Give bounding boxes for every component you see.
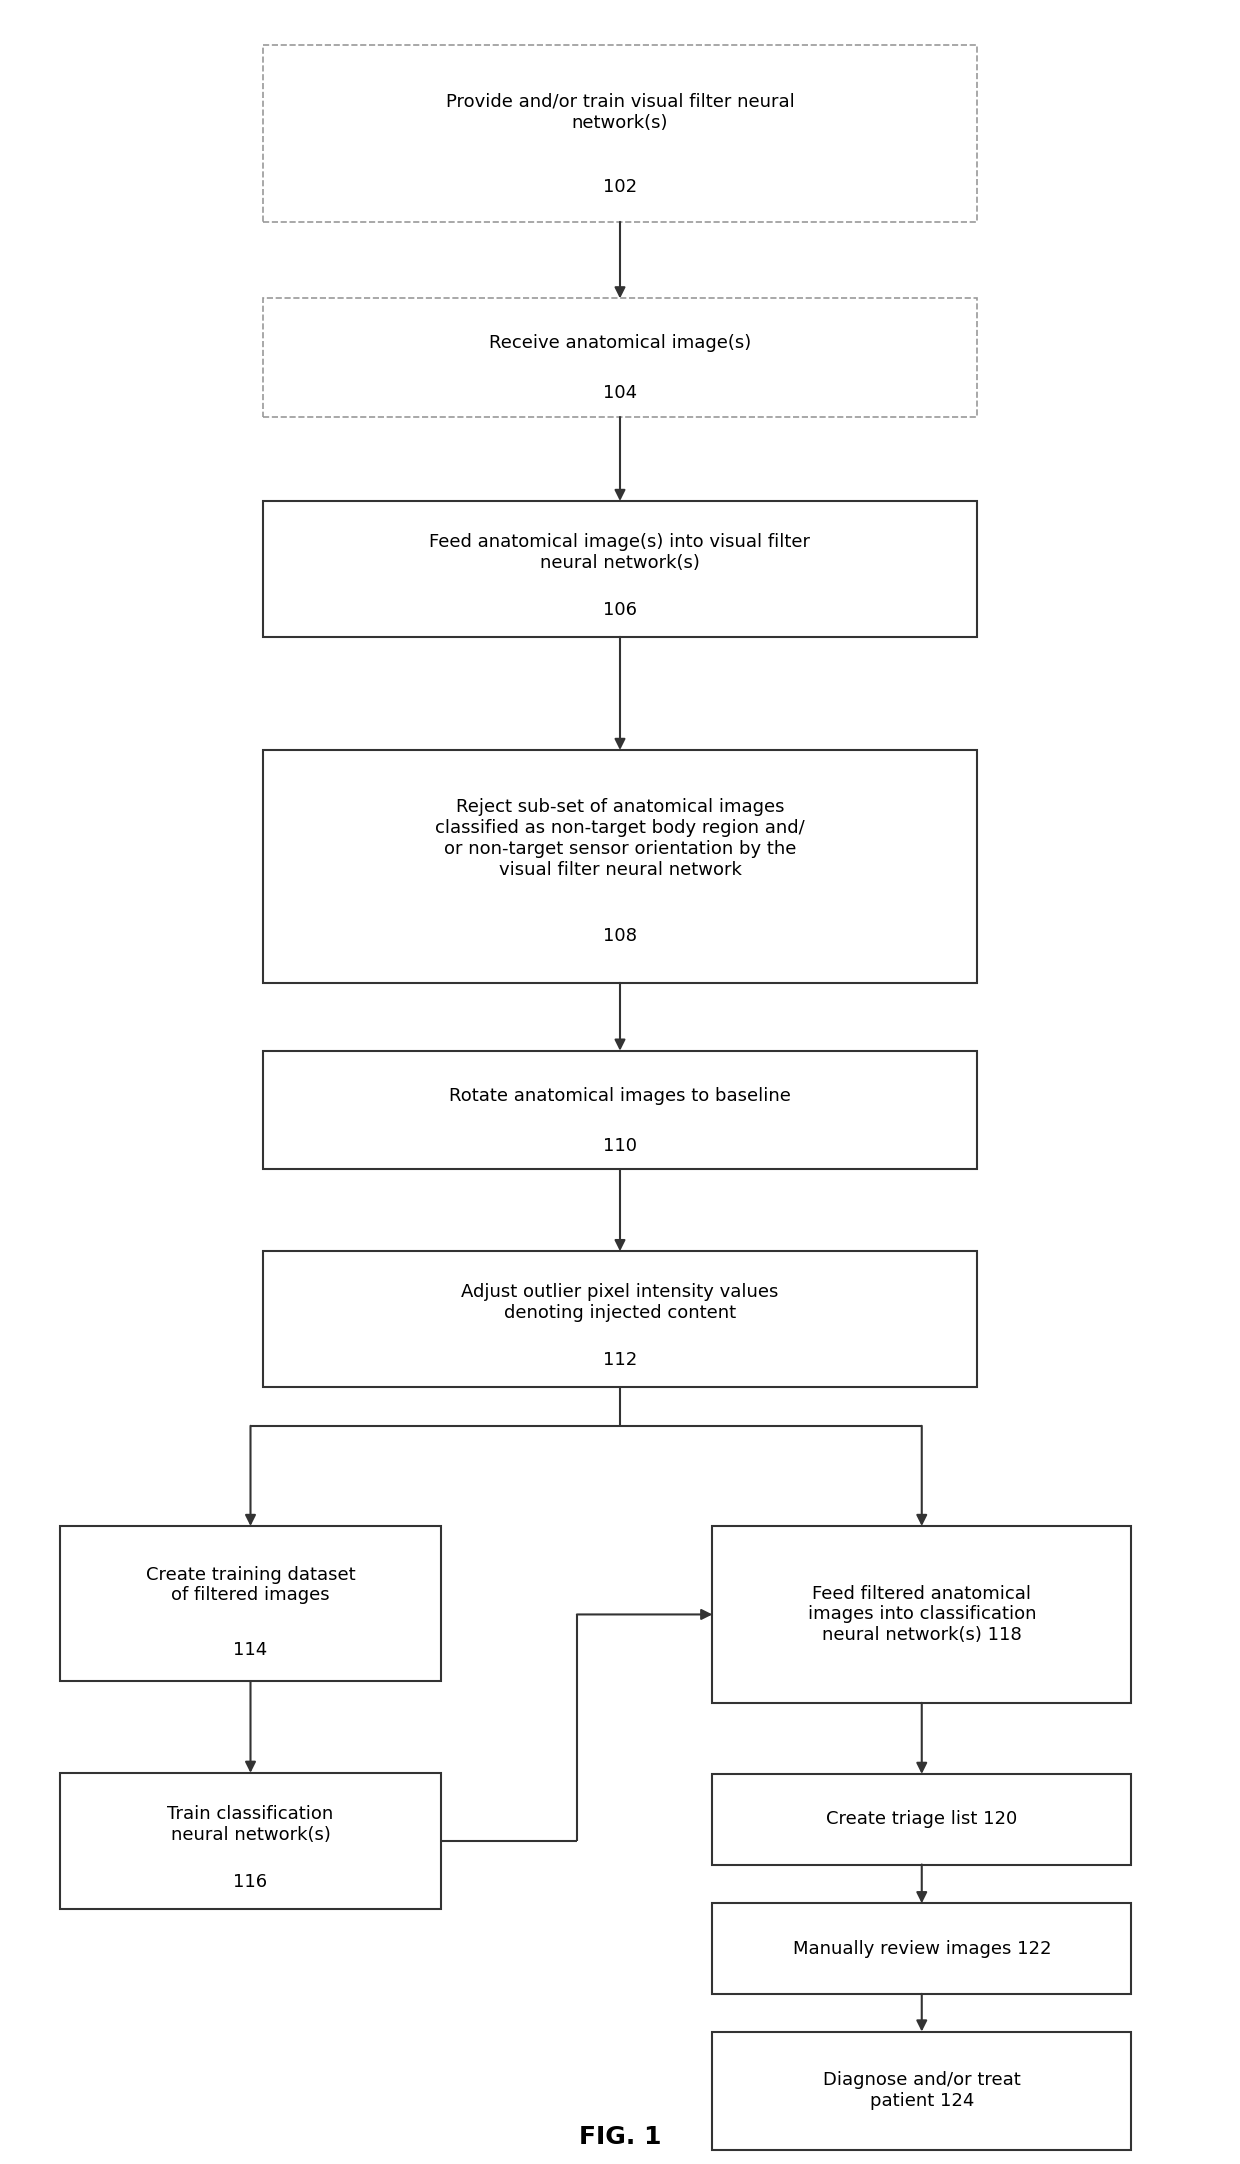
Text: 110: 110 bbox=[603, 1136, 637, 1156]
Text: 112: 112 bbox=[603, 1350, 637, 1370]
Bar bbox=[263, 45, 977, 223]
Text: Diagnose and/or treat
patient 124: Diagnose and/or treat patient 124 bbox=[823, 2071, 1021, 2110]
Bar bbox=[712, 2032, 1131, 2151]
Bar bbox=[60, 1772, 441, 1909]
Text: 102: 102 bbox=[603, 177, 637, 195]
Bar bbox=[60, 1526, 441, 1681]
Bar bbox=[712, 1774, 1131, 1865]
Text: Rotate anatomical images to baseline: Rotate anatomical images to baseline bbox=[449, 1086, 791, 1106]
Bar bbox=[263, 1251, 977, 1387]
Text: Receive anatomical image(s): Receive anatomical image(s) bbox=[489, 335, 751, 353]
Text: Manually review images 122: Manually review images 122 bbox=[792, 1939, 1052, 1958]
Bar bbox=[263, 502, 977, 636]
Text: 108: 108 bbox=[603, 928, 637, 946]
Text: Train classification
neural network(s): Train classification neural network(s) bbox=[167, 1805, 334, 1844]
Text: 104: 104 bbox=[603, 385, 637, 403]
Text: Reject sub-set of anatomical images
classified as non-target body region and/
or: Reject sub-set of anatomical images clas… bbox=[435, 799, 805, 879]
Text: Create training dataset
of filtered images: Create training dataset of filtered imag… bbox=[145, 1565, 356, 1604]
Text: 114: 114 bbox=[233, 1640, 268, 1660]
Bar bbox=[263, 751, 977, 982]
Text: 106: 106 bbox=[603, 602, 637, 619]
Bar bbox=[712, 1526, 1131, 1703]
Text: Provide and/or train visual filter neural
network(s): Provide and/or train visual filter neura… bbox=[445, 93, 795, 132]
Text: Adjust outlier pixel intensity values
denoting injected content: Adjust outlier pixel intensity values de… bbox=[461, 1283, 779, 1322]
Text: FIG. 1: FIG. 1 bbox=[579, 2125, 661, 2149]
Text: Feed anatomical image(s) into visual filter
neural network(s): Feed anatomical image(s) into visual fil… bbox=[429, 532, 811, 571]
Text: Create triage list 120: Create triage list 120 bbox=[826, 1811, 1017, 1829]
Bar bbox=[263, 299, 977, 418]
Text: 116: 116 bbox=[233, 1872, 268, 1891]
Bar bbox=[712, 1904, 1131, 1993]
Text: Feed filtered anatomical
images into classification
neural network(s) 118: Feed filtered anatomical images into cla… bbox=[807, 1584, 1035, 1645]
Bar bbox=[263, 1052, 977, 1169]
